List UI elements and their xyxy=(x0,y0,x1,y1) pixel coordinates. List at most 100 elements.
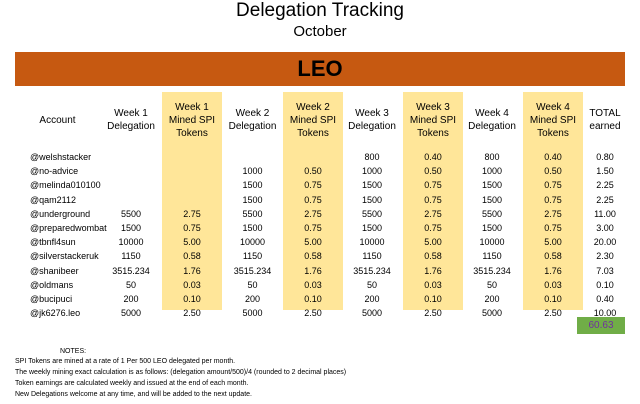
table-cell: 1.50 xyxy=(596,166,614,177)
column-header: TOTAL earned xyxy=(589,108,621,132)
table-cell: 5500 xyxy=(242,208,263,219)
table-cell: 50 xyxy=(486,279,497,290)
column-header: Week 2 Mined SPI Tokens xyxy=(289,101,337,139)
table-cell: 50 xyxy=(366,279,377,290)
table-cell: 200 xyxy=(484,294,500,304)
table-cell: 5000 xyxy=(242,308,263,319)
grand-total-cell: 60.63 xyxy=(577,317,625,334)
table-cell: 2.25 xyxy=(596,180,614,191)
account-name: @tbnfl4sun xyxy=(30,237,76,248)
table-cell: 0.75 xyxy=(544,223,562,233)
table-cell: 2.75 xyxy=(304,208,322,219)
table-cell: 0.75 xyxy=(304,194,322,205)
table-cell: 10000 xyxy=(359,237,385,248)
table-cell xyxy=(162,178,222,192)
table-cell: 1500 xyxy=(361,180,383,191)
table-cell: 0.03 xyxy=(544,279,562,290)
table-cell: 5500 xyxy=(120,208,142,219)
table-cell: 800 xyxy=(484,152,500,162)
table-cell: 5000 xyxy=(120,308,142,319)
table-cell: 800 xyxy=(364,152,380,162)
table-cell: 1.76 xyxy=(424,265,442,276)
table-cell: 5500 xyxy=(361,208,383,219)
table-cell: 0.75 xyxy=(544,180,562,191)
table-cell: 0.75 xyxy=(304,223,322,233)
table-cell xyxy=(224,150,281,164)
table-cell: 2.50 xyxy=(304,308,322,319)
table-cell: 3515.234 xyxy=(112,265,150,276)
table-cell: 200 xyxy=(123,294,139,304)
table-cell: 5000 xyxy=(361,308,383,319)
notes-line: The weekly mining exact calculation is a… xyxy=(15,369,347,376)
table-cell: 1.76 xyxy=(544,265,562,276)
table-cell: 3515.234 xyxy=(233,265,272,276)
table-cell: 5500 xyxy=(481,208,503,219)
table-cell: 2.50 xyxy=(183,308,201,319)
table-cell: 1500 xyxy=(481,194,503,205)
column-header: Week 1 Mined SPI Tokens xyxy=(168,101,216,139)
table-cell: 2.75 xyxy=(544,208,562,219)
table-cell: 0.03 xyxy=(304,279,322,290)
column-header: Week 3 Mined SPI Tokens xyxy=(409,101,457,139)
account-name: @bucipuci xyxy=(30,294,73,304)
table-cell: 0.40 xyxy=(596,294,614,304)
account-name: @preparedwombat xyxy=(30,223,107,233)
table-cell: 11.00 xyxy=(594,208,616,219)
table-cell: 50 xyxy=(125,279,136,290)
table-cell xyxy=(102,178,160,192)
table-cell: 50 xyxy=(247,279,258,290)
table-cell: 1150 xyxy=(362,251,382,262)
mined-column-fill xyxy=(403,92,463,310)
table-cell: 5.00 xyxy=(304,237,322,248)
table-cell: 1150 xyxy=(121,251,141,262)
table-cell: 2.50 xyxy=(544,308,562,319)
table-cell: 0.58 xyxy=(424,251,442,262)
account-name: @shanibeer xyxy=(30,265,79,276)
table-cell: 200 xyxy=(244,294,261,304)
page-title: Delegation Tracking xyxy=(236,0,404,21)
table-cell: 10000 xyxy=(239,237,266,248)
account-name: @melinda010100 xyxy=(30,180,101,191)
table-cell: 3515.234 xyxy=(353,265,391,276)
table-cell: 1150 xyxy=(242,251,263,262)
table-cell: 0.75 xyxy=(424,223,442,233)
table-cell: 0.50 xyxy=(544,166,562,177)
notes-line: Token earnings are calculated weekly and… xyxy=(15,380,249,387)
table-cell xyxy=(283,150,343,164)
account-name: @welshstacker xyxy=(30,152,92,162)
table-cell: 10000 xyxy=(118,237,144,248)
table-cell: 5.00 xyxy=(183,237,201,248)
mined-column-fill xyxy=(283,92,343,310)
table-cell: 1500 xyxy=(361,223,383,233)
table-cell: 0.75 xyxy=(183,223,201,233)
table-cell: 1500 xyxy=(242,180,263,191)
table-cell: 1000 xyxy=(481,166,503,177)
table-cell: 0.75 xyxy=(424,180,442,191)
table-cell: 1000 xyxy=(361,166,383,177)
table-cell: 0.10 xyxy=(304,294,322,304)
table-cell: 200 xyxy=(364,294,380,304)
table-cell: 0.40 xyxy=(424,152,442,162)
table-cell: 0.50 xyxy=(304,166,322,177)
table-cell: 1000 xyxy=(242,166,263,177)
table-cell: 0.75 xyxy=(304,180,322,191)
table-cell: 3.00 xyxy=(596,223,614,233)
table-cell: 1500 xyxy=(242,194,263,205)
table-cell xyxy=(102,150,160,164)
table-cell: 1500 xyxy=(242,223,263,233)
table-cell: 0.58 xyxy=(544,251,562,262)
table-cell: 0.03 xyxy=(183,279,201,290)
table-cell: 2.75 xyxy=(424,208,442,219)
table-cell xyxy=(102,193,160,207)
table-cell: 2.25 xyxy=(596,194,614,205)
table-cell xyxy=(162,164,222,178)
table-cell xyxy=(162,150,222,164)
table-cell: 1.76 xyxy=(304,265,322,276)
table-cell: 10.00 xyxy=(593,308,617,319)
mined-column-fill xyxy=(523,92,583,310)
table-cell: 20.00 xyxy=(593,237,617,248)
column-header: Week 3 Delegation xyxy=(348,108,396,132)
table-cell: 7.03 xyxy=(596,265,614,276)
table-cell: 0.40 xyxy=(544,152,562,162)
table-cell: 0.10 xyxy=(596,279,614,290)
